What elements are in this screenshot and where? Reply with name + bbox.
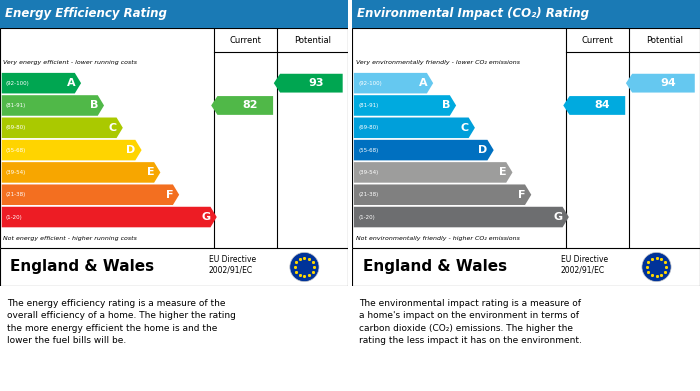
Text: A: A [66,78,75,88]
Text: (69-80): (69-80) [358,125,378,130]
Text: 93: 93 [309,78,324,88]
Text: Not environmentally friendly - higher CO₂ emissions: Not environmentally friendly - higher CO… [356,236,519,240]
Text: (55-68): (55-68) [6,147,26,152]
Polygon shape [1,73,81,93]
Polygon shape [1,162,160,183]
Text: (1-20): (1-20) [358,215,374,219]
Polygon shape [564,96,625,115]
Text: Potential: Potential [646,36,682,45]
Polygon shape [1,95,104,116]
Polygon shape [354,162,512,183]
Text: G: G [202,212,211,222]
Polygon shape [354,73,433,93]
Text: Current: Current [582,36,613,45]
Text: (39-54): (39-54) [6,170,26,175]
Polygon shape [354,95,456,116]
Text: The environmental impact rating is a measure of
a home's impact on the environme: The environmental impact rating is a mea… [359,299,582,345]
Text: Not energy efficient - higher running costs: Not energy efficient - higher running co… [4,236,137,240]
Text: (81-91): (81-91) [358,103,378,108]
Ellipse shape [642,252,671,282]
Polygon shape [354,185,531,205]
Text: (55-68): (55-68) [358,147,378,152]
Text: B: B [90,100,98,111]
Polygon shape [1,140,141,160]
Text: F: F [166,190,173,200]
Text: (92-100): (92-100) [358,81,382,86]
Text: D: D [127,145,136,155]
Text: Very environmentally friendly - lower CO₂ emissions: Very environmentally friendly - lower CO… [356,59,519,65]
Text: (21-38): (21-38) [358,192,378,197]
Text: England & Wales: England & Wales [10,260,155,274]
Text: Environmental Impact (CO₂) Rating: Environmental Impact (CO₂) Rating [357,7,589,20]
Polygon shape [211,96,273,115]
Text: Energy Efficiency Rating: Energy Efficiency Rating [5,7,167,20]
Text: C: C [461,123,469,133]
Polygon shape [1,185,179,205]
Text: C: C [108,123,117,133]
Text: (39-54): (39-54) [358,170,378,175]
Text: (81-91): (81-91) [6,103,26,108]
Text: A: A [419,78,427,88]
Text: (92-100): (92-100) [6,81,29,86]
Text: EU Directive
2002/91/EC: EU Directive 2002/91/EC [561,255,608,275]
Polygon shape [1,118,122,138]
Ellipse shape [290,252,319,282]
Polygon shape [354,140,494,160]
Text: The energy efficiency rating is a measure of the
overall efficiency of a home. T: The energy efficiency rating is a measur… [7,299,236,345]
Polygon shape [274,74,343,93]
Text: (69-80): (69-80) [6,125,26,130]
Polygon shape [626,74,695,93]
Text: E: E [499,167,507,178]
Text: Very energy efficient - lower running costs: Very energy efficient - lower running co… [4,59,137,65]
Text: (21-38): (21-38) [6,192,26,197]
Text: 84: 84 [594,100,610,111]
Text: (1-20): (1-20) [6,215,22,219]
Text: 82: 82 [242,100,258,111]
Text: G: G [554,212,563,222]
Text: F: F [518,190,525,200]
Text: Potential: Potential [294,36,330,45]
Text: D: D [479,145,488,155]
Text: EU Directive
2002/91/EC: EU Directive 2002/91/EC [209,255,256,275]
Polygon shape [354,207,569,227]
Text: Current: Current [230,36,261,45]
Polygon shape [1,207,217,227]
Text: B: B [442,100,450,111]
Text: E: E [147,167,155,178]
Polygon shape [354,118,475,138]
Text: England & Wales: England & Wales [363,260,507,274]
Text: 94: 94 [661,78,676,88]
